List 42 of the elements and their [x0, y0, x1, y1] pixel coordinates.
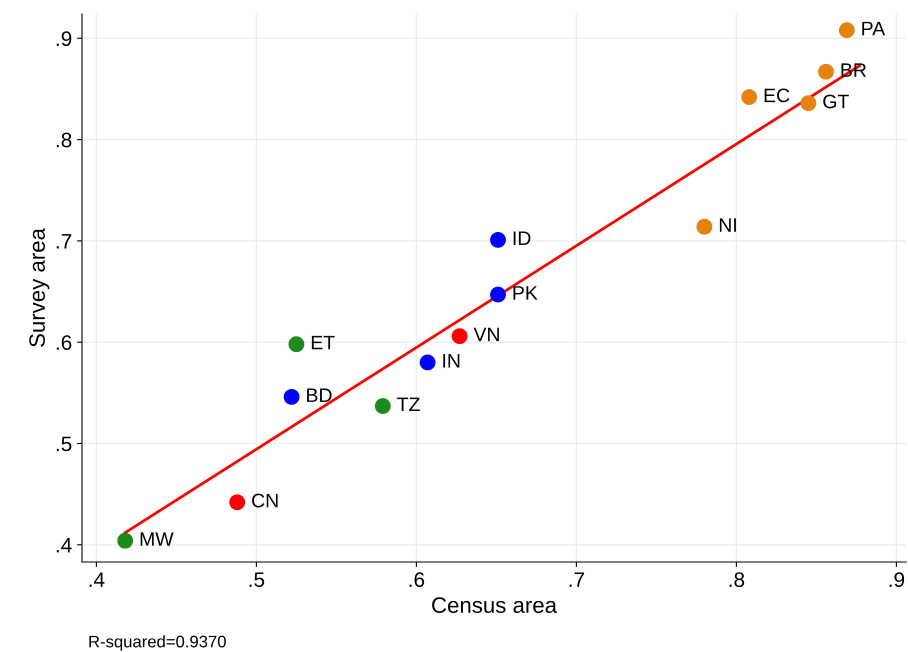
annotation: ET	[312, 336, 335, 350]
annotation: PA	[862, 22, 886, 36]
point	[490, 232, 506, 248]
point	[420, 354, 436, 370]
y-tick-label: .7	[56, 234, 72, 248]
point	[800, 95, 816, 112]
point	[818, 64, 834, 80]
y-tick-label: .5	[56, 436, 72, 452]
annotation: NI	[720, 218, 736, 232]
point	[117, 532, 134, 549]
point	[452, 328, 468, 344]
annotation: GT	[823, 94, 849, 108]
point	[374, 398, 391, 414]
x-axis-title: Census area	[432, 597, 557, 614]
annotation: MW	[140, 532, 174, 546]
point	[229, 494, 246, 510]
annotation: VN	[474, 328, 499, 342]
y-tick-label: .4	[56, 538, 72, 552]
x-tick-label: .9	[890, 572, 904, 588]
point	[696, 218, 712, 235]
x-tick-label: .6	[410, 572, 424, 588]
point	[490, 286, 506, 303]
x-tick-label: .7	[570, 572, 584, 587]
y-tick-label: .8	[56, 132, 72, 148]
x-tick-label: .8	[730, 572, 744, 588]
annotation: IN	[443, 354, 460, 368]
y-tick-label: .6	[56, 335, 72, 350]
point	[288, 336, 304, 352]
text: R-squared=0.9370	[89, 635, 226, 651]
annotation: TZ	[397, 398, 420, 412]
annotation: PK	[513, 286, 538, 300]
y-axis-title: Survey area	[29, 228, 50, 347]
annotation: BD	[307, 388, 332, 402]
y-tick-label: .9	[56, 31, 72, 46]
annotation: EC	[764, 88, 790, 102]
annotation: ID	[514, 232, 530, 245]
point	[741, 89, 758, 105]
x-tick-label: .4	[90, 572, 104, 587]
annotation: CN	[252, 494, 278, 508]
point	[838, 22, 855, 38]
point	[284, 388, 300, 405]
x-tick-label: .5	[250, 572, 264, 588]
